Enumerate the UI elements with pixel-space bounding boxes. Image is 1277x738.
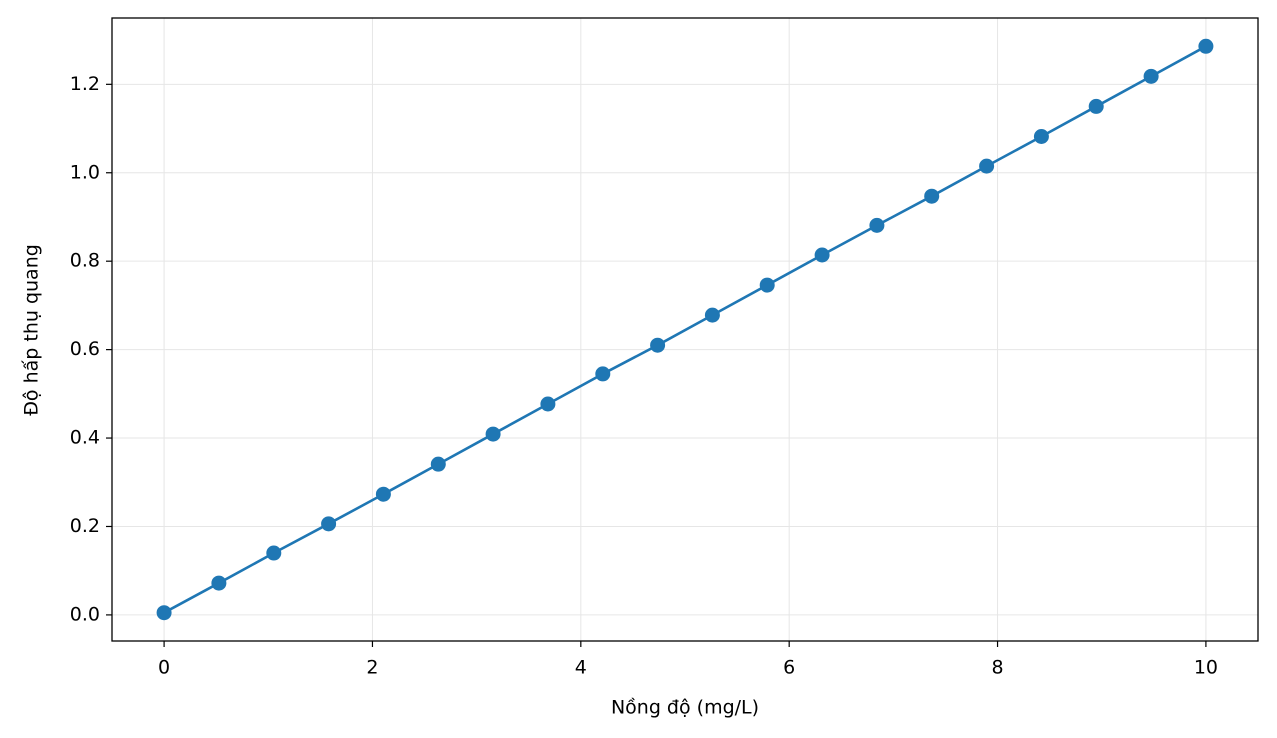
- data-point: [650, 337, 666, 353]
- data-point: [979, 158, 995, 174]
- data-point: [321, 516, 337, 532]
- y-axis-label: Độ hấp thụ quang: [21, 244, 43, 416]
- data-point: [759, 277, 775, 293]
- plot-frame: [111, 17, 1259, 642]
- x-tick-label: 8: [991, 657, 1003, 679]
- data-line: [163, 45, 1207, 614]
- data-point: [704, 307, 720, 323]
- x-tick-label: 6: [783, 657, 795, 679]
- y-tick-label: 0.2: [70, 515, 100, 537]
- data-point: [211, 575, 227, 591]
- x-axis-label: Nồng độ (mg/L): [611, 697, 759, 719]
- y-tick-label: 0.0: [70, 603, 100, 625]
- data-point: [869, 217, 885, 233]
- x-tick-label: 10: [1194, 657, 1218, 679]
- x-tick-label: 4: [575, 657, 587, 679]
- y-tick-label: 1.2: [70, 73, 100, 95]
- data-point: [1198, 38, 1214, 54]
- data-point: [924, 188, 940, 204]
- data-point: [375, 486, 391, 502]
- x-tick-label: 2: [366, 657, 378, 679]
- data-point: [540, 396, 556, 412]
- data-point: [814, 247, 830, 263]
- data-point: [1088, 98, 1104, 114]
- y-tick-label: 0.6: [70, 338, 100, 360]
- y-tick-label: 1.0: [70, 161, 100, 183]
- data-point: [266, 545, 282, 561]
- data-point: [485, 426, 501, 442]
- x-tick-label: 0: [158, 657, 170, 679]
- data-point: [430, 456, 446, 472]
- y-tick-label: 0.4: [70, 427, 100, 449]
- data-point: [1143, 68, 1159, 84]
- data-point: [1033, 128, 1049, 144]
- data-point: [595, 366, 611, 382]
- y-tick-label: 0.8: [70, 250, 100, 272]
- data-point: [156, 605, 172, 621]
